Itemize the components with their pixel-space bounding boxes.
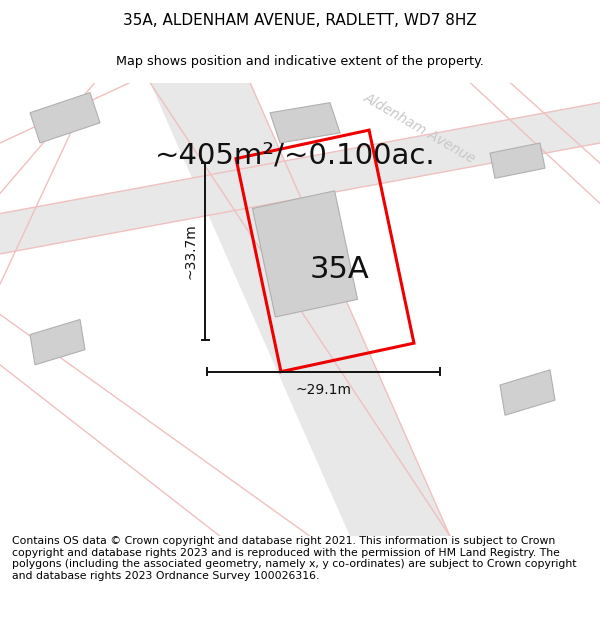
- Polygon shape: [490, 143, 545, 178]
- Text: Aldenham Avenue: Aldenham Avenue: [362, 90, 478, 166]
- Text: ~33.7m: ~33.7m: [183, 224, 197, 279]
- Polygon shape: [150, 82, 450, 536]
- Polygon shape: [30, 319, 85, 365]
- Polygon shape: [270, 102, 340, 143]
- Text: 35A, ALDENHAM AVENUE, RADLETT, WD7 8HZ: 35A, ALDENHAM AVENUE, RADLETT, WD7 8HZ: [123, 13, 477, 28]
- Text: 35A: 35A: [310, 254, 370, 284]
- Polygon shape: [500, 370, 555, 415]
- Text: ~29.1m: ~29.1m: [296, 383, 352, 397]
- Polygon shape: [0, 102, 600, 254]
- Polygon shape: [30, 92, 100, 143]
- Text: ~405m²/~0.100ac.: ~405m²/~0.100ac.: [155, 141, 436, 169]
- Text: Map shows position and indicative extent of the property.: Map shows position and indicative extent…: [116, 56, 484, 68]
- Text: Contains OS data © Crown copyright and database right 2021. This information is : Contains OS data © Crown copyright and d…: [12, 536, 577, 581]
- Polygon shape: [253, 191, 358, 317]
